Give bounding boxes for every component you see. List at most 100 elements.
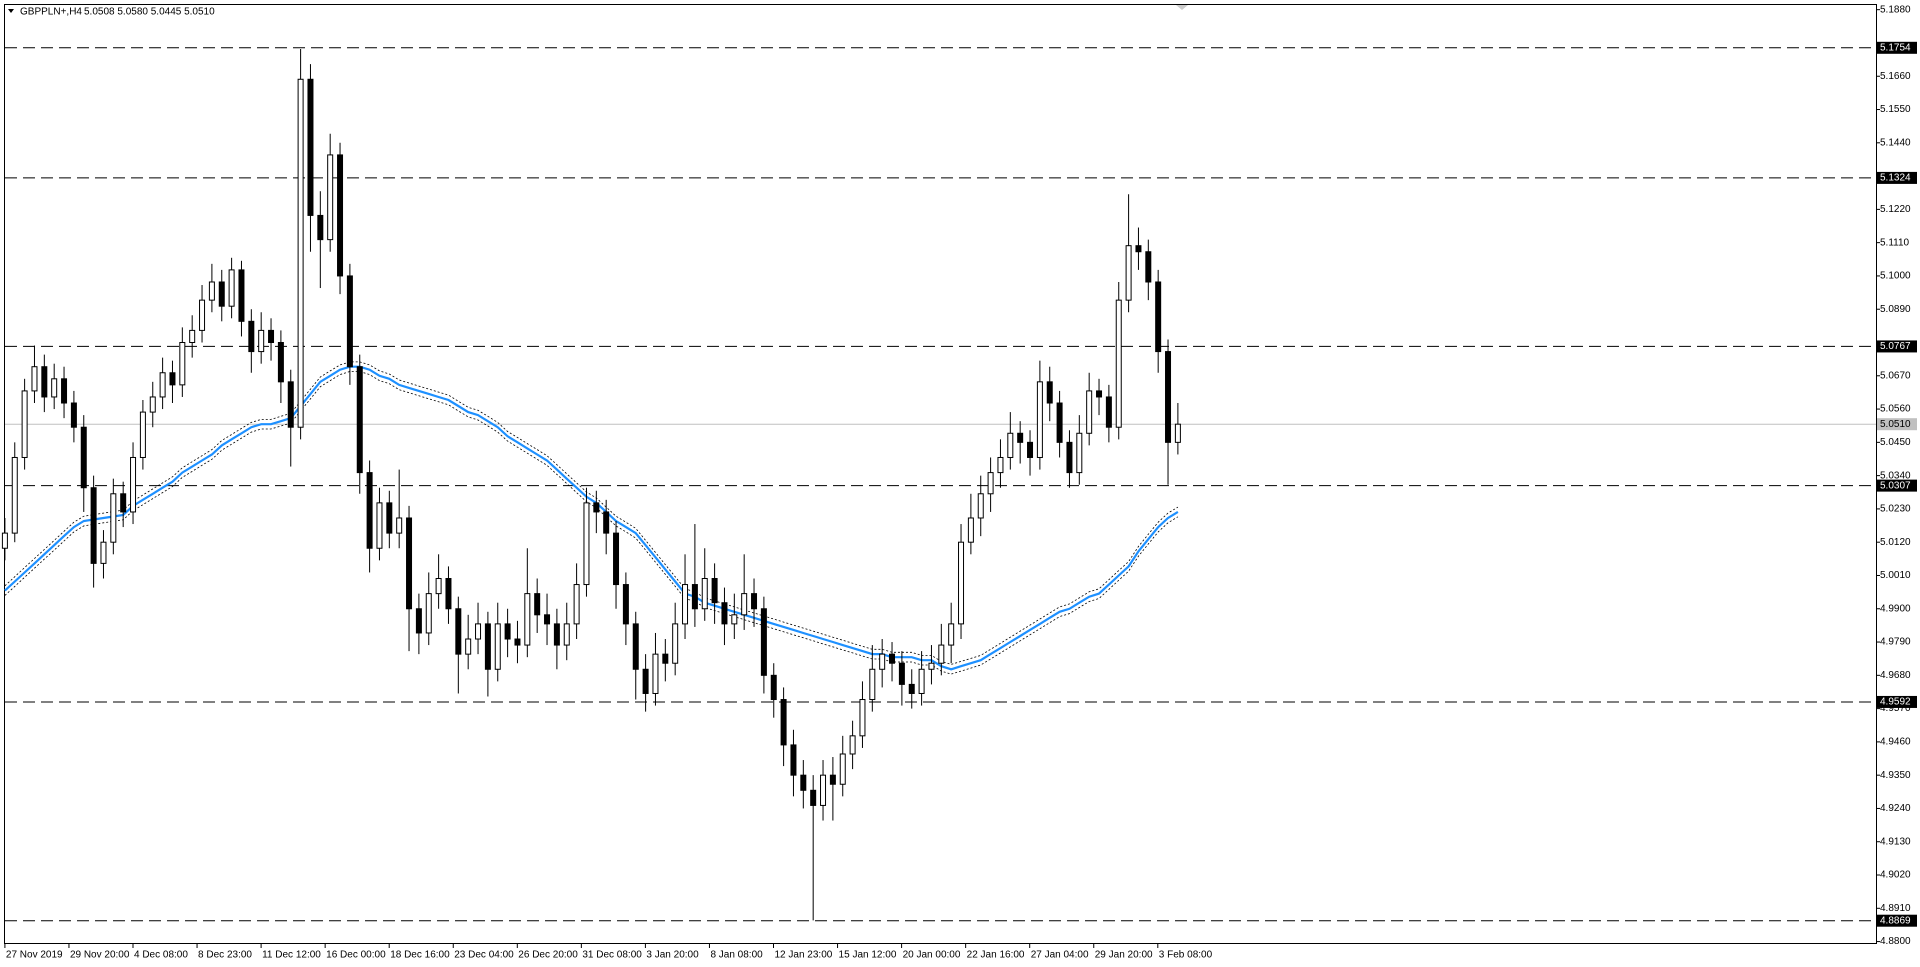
candle-body: [1066, 441, 1073, 474]
candle-body: [1056, 402, 1063, 443]
y-tick-label: 5.0340: [1880, 470, 1911, 481]
candle-body: [642, 668, 649, 694]
candle-body: [889, 653, 896, 664]
candle-body: [839, 753, 846, 785]
candle-body: [435, 578, 442, 595]
y-tick-label: 4.9790: [1880, 637, 1911, 648]
candle-body: [1145, 251, 1152, 283]
candle-body: [297, 78, 304, 428]
y-tick-label: 5.0670: [1880, 370, 1911, 381]
candle-body: [1155, 281, 1162, 353]
candle-body: [445, 578, 452, 610]
level-label-box: [1877, 695, 1917, 708]
candle-body: [1007, 432, 1014, 458]
y-tick-label: 4.9680: [1880, 670, 1911, 681]
candle-body: [149, 396, 156, 413]
y-tick-label: 5.1220: [1880, 204, 1911, 215]
candle-body: [41, 366, 48, 398]
level-label: 4.8869: [1880, 915, 1911, 926]
x-tick-label: 23 Dec 04:00: [454, 950, 514, 961]
candle-body: [1017, 432, 1024, 443]
candle-body: [1076, 432, 1083, 474]
candle-body: [593, 502, 600, 513]
candle-body: [997, 456, 1004, 474]
candle-body: [544, 614, 551, 625]
x-tick-label: 4 Dec 08:00: [134, 950, 188, 961]
candle-body: [159, 372, 166, 398]
candle-body: [475, 623, 482, 640]
candle-body: [169, 372, 176, 386]
y-tick-label: 5.1440: [1880, 137, 1911, 148]
candle-body: [406, 517, 413, 610]
candle-body: [31, 366, 38, 392]
candle-body: [721, 602, 728, 625]
candle-body: [1086, 390, 1093, 434]
candle-body: [534, 593, 541, 616]
candle-body: [603, 511, 610, 534]
candle-body: [711, 578, 718, 604]
candle-body: [248, 320, 255, 353]
x-tick-label: 29 Jan 20:00: [1095, 950, 1153, 961]
plot-frame: [4, 4, 1877, 944]
candle-body: [770, 674, 777, 701]
candle-body: [879, 653, 886, 670]
candle-body: [553, 623, 560, 646]
x-tick-label: 8 Dec 23:00: [198, 950, 252, 961]
x-tick-label: 22 Jan 16:00: [967, 950, 1025, 961]
candle-body: [928, 662, 935, 670]
candle-body: [849, 735, 856, 755]
candle-body: [484, 623, 491, 670]
candle-body: [1046, 381, 1053, 404]
candle-body: [524, 593, 531, 646]
candle-body: [455, 608, 462, 655]
x-tick-label: 29 Nov 20:00: [70, 950, 130, 961]
y-tick-label: 4.9570: [1880, 703, 1911, 714]
candle-body: [731, 614, 738, 625]
y-tick-label: 4.8800: [1880, 936, 1911, 947]
candle-body: [199, 299, 206, 331]
y-tick-label: 5.0560: [1880, 404, 1911, 415]
y-tick-label: 5.1880: [1880, 4, 1911, 15]
candle-body: [1105, 396, 1112, 428]
candle-body: [11, 456, 18, 534]
y-tick-label: 5.1660: [1880, 71, 1911, 82]
menu-arrow: [8, 9, 14, 13]
candle-body: [672, 623, 679, 664]
candle-body: [829, 774, 836, 785]
candle-body: [179, 342, 186, 386]
candle-body: [258, 329, 265, 353]
candle-body: [918, 668, 925, 694]
candle-body: [800, 774, 807, 791]
chart-title: GBPPLN+,H4: [20, 7, 82, 18]
y-tick-label: 5.1000: [1880, 271, 1911, 282]
candle-body: [208, 281, 215, 301]
x-tick-label: 16 Dec 00:00: [326, 950, 386, 961]
candle-body: [810, 789, 817, 806]
candle-body: [691, 584, 698, 610]
level-label-box: [1877, 914, 1917, 927]
candle-body: [228, 269, 235, 307]
candle-body: [583, 502, 590, 586]
x-tick-label: 27 Jan 04:00: [1031, 950, 1089, 961]
candle-body: [790, 744, 797, 776]
y-tick-label: 5.0010: [1880, 570, 1911, 581]
candle-body: [948, 623, 955, 646]
x-tick-label: 31 Dec 08:00: [582, 950, 642, 961]
candle-body: [514, 638, 521, 646]
candle-body: [751, 593, 758, 610]
candle-body: [218, 281, 225, 307]
candle-body: [613, 532, 620, 586]
candle-body: [652, 653, 659, 694]
x-tick-label: 12 Jan 23:00: [775, 950, 833, 961]
x-tick-label: 20 Jan 00:00: [903, 950, 961, 961]
level-label: 5.0767: [1880, 341, 1911, 352]
candle-body: [130, 456, 137, 513]
candle-body: [682, 584, 689, 625]
level-label: 5.1324: [1880, 173, 1911, 184]
candle-body: [21, 390, 28, 458]
candle-body: [1, 532, 8, 549]
candle-body: [70, 402, 77, 428]
level-label-box: [1877, 479, 1917, 492]
